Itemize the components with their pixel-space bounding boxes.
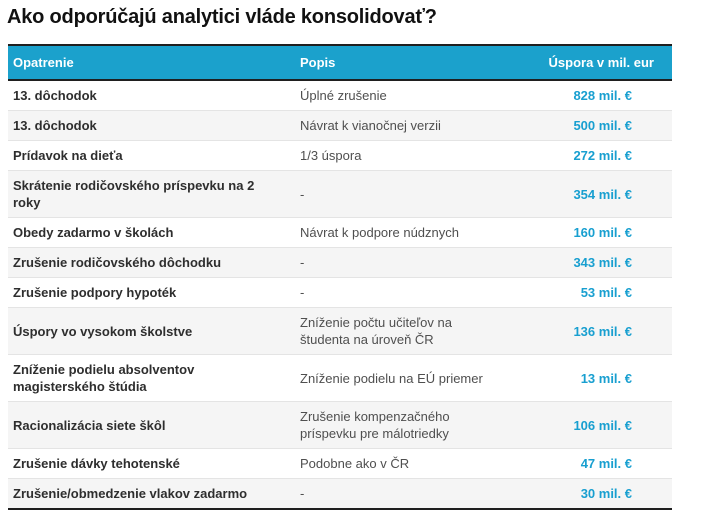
cell-opatrenie: 13. dôchodok (8, 110, 300, 141)
table-row: Obedy zadarmo v školách Návrat k podpore… (8, 217, 672, 248)
table-row: Zrušenie dávky tehotenské Podobne ako v … (8, 448, 672, 479)
column-header-opatrenie: Opatrenie (8, 44, 300, 81)
table-header-row: Opatrenie Popis Úspora v mil. eur (8, 44, 672, 81)
table-row: 13. dôchodok Úplné zrušenie 828 mil. € (8, 80, 672, 111)
cell-uspora: 343 mil. € (495, 247, 672, 278)
cell-opatrenie: Skrátenie rodičovského príspevku na 2 ro… (8, 170, 300, 218)
cell-opatrenie: Zníženie podielu absolventov magisterské… (8, 354, 300, 402)
cell-uspora: 13 mil. € (495, 354, 672, 402)
cell-opatrenie: Racionalizácia siete škôl (8, 401, 300, 449)
total-popis: - (300, 508, 495, 517)
cell-uspora: 53 mil. € (495, 277, 672, 308)
column-header-uspora: Úspora v mil. eur (495, 44, 672, 81)
consolidation-table-wrap: Opatrenie Popis Úspora v mil. eur 13. dô… (8, 44, 672, 517)
cell-popis: Zníženie počtu učiteľov na študenta na ú… (300, 307, 495, 355)
cell-opatrenie: Prídavok na dieťa (8, 140, 300, 171)
table-header: Opatrenie Popis Úspora v mil. eur (8, 44, 672, 81)
table-row: 13. dôchodok Návrat k vianočnej verzii 5… (8, 110, 672, 141)
table-row: Zrušenie/obmedzenie vlakov zadarmo - 30 … (8, 478, 672, 509)
cell-uspora: 136 mil. € (495, 307, 672, 355)
cell-popis: Zníženie podielu na EÚ priemer (300, 354, 495, 402)
cell-popis: Zrušenie kompenzačného príspevku pre mál… (300, 401, 495, 449)
cell-opatrenie: Úspory vo vysokom školstve (8, 307, 300, 355)
column-header-popis: Popis (300, 44, 495, 81)
cell-popis: Úplné zrušenie (300, 80, 495, 111)
cell-uspora: 500 mil. € (495, 110, 672, 141)
cell-opatrenie: Zrušenie dávky tehotenské (8, 448, 300, 479)
cell-uspora: 106 mil. € (495, 401, 672, 449)
cell-opatrenie: Zrušenie rodičovského dôchodku (8, 247, 300, 278)
cell-uspora: 30 mil. € (580, 486, 632, 501)
cell-opatrenie: Zrušenie/obmedzenie vlakov zadarmo (13, 486, 248, 501)
cell-uspora: 354 mil. € (495, 170, 672, 218)
cell-uspora: 160 mil. € (495, 217, 672, 248)
cell-opatrenie: Obedy zadarmo v školách (8, 217, 300, 248)
cell-uspora: 272 mil. € (495, 140, 672, 171)
cell-popis: Podobne ako v ČR (300, 448, 495, 479)
table-body: 13. dôchodok Úplné zrušenie 828 mil. € 1… (8, 80, 672, 509)
cell-popis: Návrat k vianočnej verzii (300, 110, 495, 141)
page-title: Ako odporúčajú analytici vláde konsolido… (7, 6, 437, 28)
consolidation-table: Opatrenie Popis Úspora v mil. eur 13. dô… (8, 44, 672, 517)
cell-popis: - (300, 277, 495, 308)
total-value: 2 342 mil. € (495, 508, 672, 517)
cell-uspora: 828 mil. € (495, 80, 672, 111)
cell-popis: - (300, 247, 495, 278)
cell-opatrenie: 13. dôchodok (8, 80, 300, 111)
cell-popis: - (300, 170, 495, 218)
table-row: Zrušenie rodičovského dôchodku - 343 mil… (8, 247, 672, 278)
table-row: Skrátenie rodičovského príspevku na 2 ro… (8, 170, 672, 218)
cell-popis: 1/3 úspora (300, 140, 495, 171)
table-row: Zníženie podielu absolventov magisterské… (8, 354, 672, 402)
table-row: Úspory vo vysokom školstve Zníženie počt… (8, 307, 672, 355)
total-row: Spolu - 2 342 mil. € (8, 508, 672, 517)
table-row: Racionalizácia siete škôl Zrušenie kompe… (8, 401, 672, 449)
table-footer: Spolu - 2 342 mil. € (8, 508, 672, 517)
cell-popis: - (300, 486, 305, 501)
cell-uspora: 47 mil. € (495, 448, 672, 479)
table-row: Prídavok na dieťa 1/3 úspora 272 mil. € (8, 140, 672, 171)
cell-opatrenie: Zrušenie podpory hypoték (8, 277, 300, 308)
total-label: Spolu (8, 508, 300, 517)
cell-popis: Návrat k podpore núdznych (300, 217, 495, 248)
table-row: Zrušenie podpory hypoték - 53 mil. € (8, 277, 672, 308)
